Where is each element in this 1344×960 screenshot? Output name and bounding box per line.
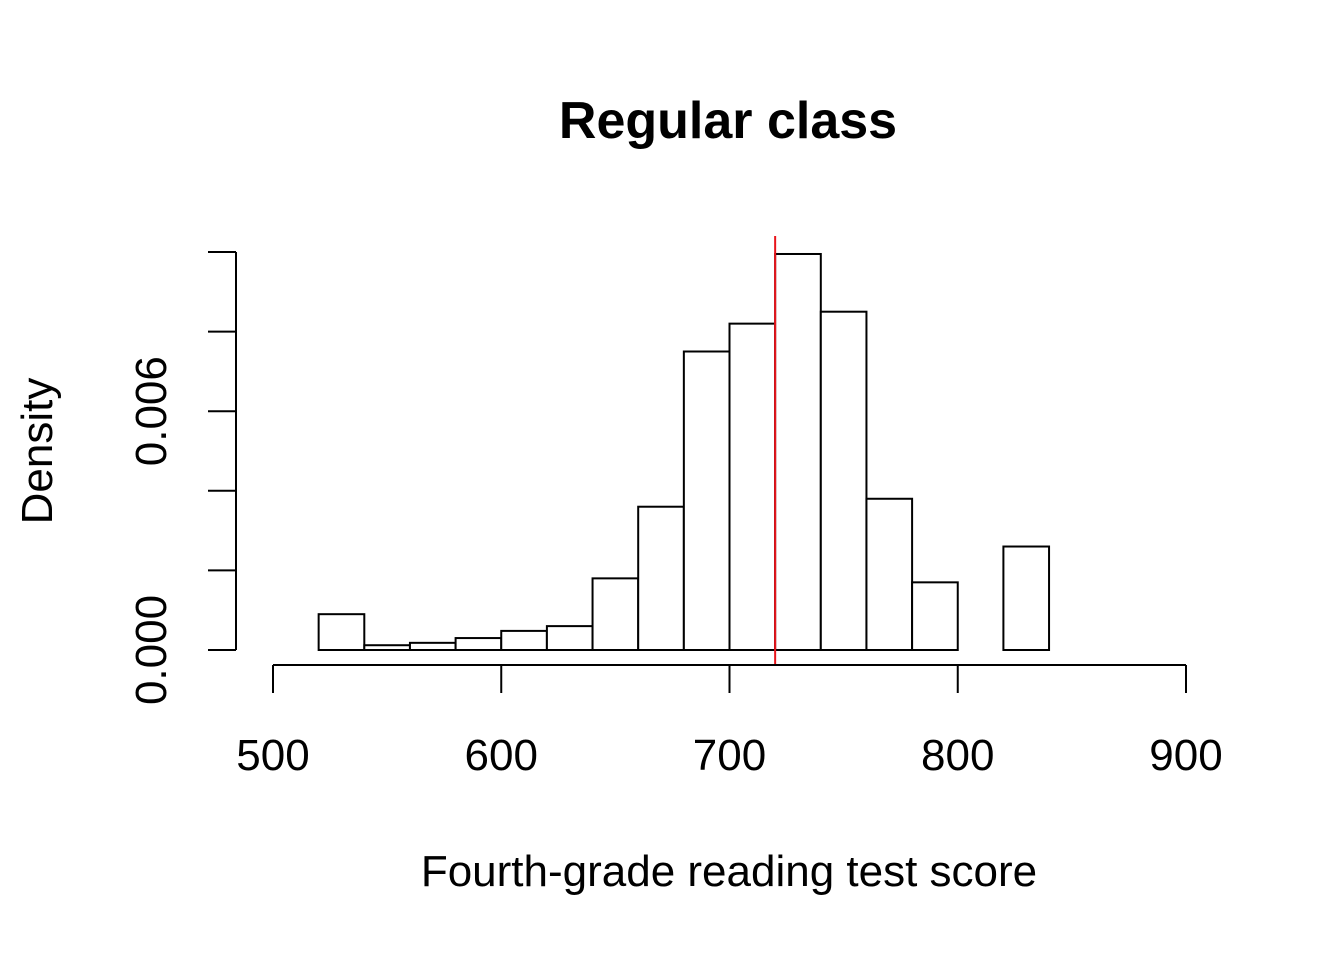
histogram-bar-780-800 [911,581,959,652]
histogram-bar-520-540 [317,613,366,651]
histogram-bar-820-840 [1002,545,1051,652]
histogram-bar-740-760 [819,310,868,651]
histogram-bar-700-720 [728,322,777,651]
histogram-bar-540-560 [363,644,411,651]
histogram-bar-720-740 [774,252,822,652]
x-axis-label: Fourth-grade reading test score [421,847,1037,896]
y-axis: 0.000 0.006 [127,251,237,705]
y-tick-label-0: 0.000 [127,595,176,705]
histogram-bars [317,252,1051,652]
histogram-bar-580-600 [454,637,503,651]
y-tick-label-3: 0.006 [127,356,176,466]
x-tick-label-500: 500 [236,731,309,780]
histogram-bar-760-780 [865,497,914,652]
chart-title: Regular class [559,92,897,150]
x-tick-label-700: 700 [693,731,766,780]
x-axis: 500 600 700 800 900 [236,664,1223,780]
histogram-bar-560-580 [408,641,457,651]
x-tick-label-600: 600 [465,731,538,780]
histogram-bar-600-620 [500,629,548,651]
x-tick-label-800: 800 [921,731,994,780]
x-tick-label-900: 900 [1149,731,1222,780]
histogram-bar-620-640 [545,625,594,651]
y-axis-label: Density [13,378,62,525]
histogram-bar-640-660 [591,577,640,651]
histogram-bar-660-680 [637,505,685,651]
histogram-bar-680-700 [682,350,731,651]
